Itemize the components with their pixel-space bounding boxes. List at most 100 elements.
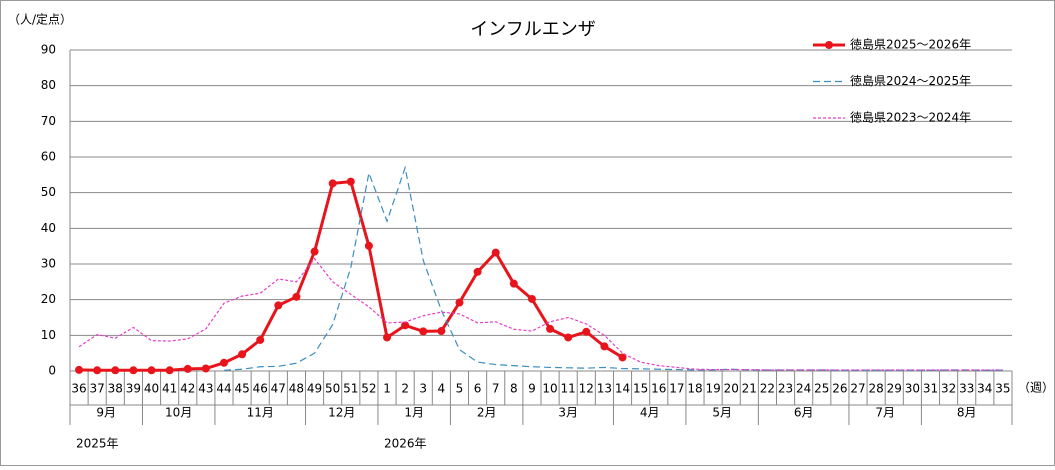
x-tick-label: 49 xyxy=(307,382,322,396)
x-tick-label: 19 xyxy=(705,382,720,396)
month-label: 7月 xyxy=(875,406,895,420)
point xyxy=(346,177,355,186)
x-tick-label: 29 xyxy=(887,382,902,396)
x-tick-label: 28 xyxy=(868,382,883,396)
point xyxy=(600,342,609,351)
month-label: 4月 xyxy=(640,406,660,420)
x-tick-label: 52 xyxy=(361,382,376,396)
x-tick-label: 13 xyxy=(597,382,612,396)
x-tick-label: 45 xyxy=(234,382,249,396)
x-tick-label: 5 xyxy=(456,382,464,396)
x-tick-label: 8 xyxy=(510,382,518,396)
x-tick-label: 42 xyxy=(180,382,195,396)
y-tick-label: 30 xyxy=(41,257,56,271)
point xyxy=(111,366,120,375)
x-tick-label: 22 xyxy=(760,382,775,396)
point xyxy=(564,333,573,342)
x-tick-label: 33 xyxy=(959,382,974,396)
point xyxy=(183,364,192,373)
point xyxy=(238,350,247,359)
month-label: 8月 xyxy=(957,406,977,420)
x-tick-label: 20 xyxy=(724,382,739,396)
point xyxy=(310,247,319,256)
x-tick-label: 51 xyxy=(343,382,358,396)
point xyxy=(219,358,228,367)
month-label: 2月 xyxy=(477,406,497,420)
x-tick-label: 46 xyxy=(253,382,268,396)
legend-label: 徳島県2023～2024年 xyxy=(850,110,971,125)
point xyxy=(401,321,410,330)
x-tick-label: 43 xyxy=(198,382,213,396)
x-tick-label: 18 xyxy=(687,382,702,396)
month-label: 10月 xyxy=(165,406,192,420)
y-tick-label: 0 xyxy=(48,364,56,378)
x-tick-label: 1 xyxy=(383,382,391,396)
month-label: 1月 xyxy=(404,406,424,420)
x-tick-label: 9 xyxy=(528,382,536,396)
legend-label: 徳島県2024～2025年 xyxy=(850,73,971,88)
x-tick-label: 24 xyxy=(796,382,811,396)
x-tick-label: 39 xyxy=(126,382,141,396)
y-tick-label: 20 xyxy=(41,292,56,306)
point xyxy=(75,365,84,374)
x-tick-label: 23 xyxy=(778,382,793,396)
x-tick-label: 30 xyxy=(905,382,920,396)
point xyxy=(437,327,446,336)
x-tick-label: 44 xyxy=(216,382,231,396)
x-tick-label: 7 xyxy=(492,382,500,396)
x-tick-label: 12 xyxy=(579,382,594,396)
y-tick-label: 50 xyxy=(41,185,56,199)
y-tick-label: 60 xyxy=(41,150,56,164)
series-line xyxy=(78,257,1003,371)
legend-marker xyxy=(825,41,833,49)
point xyxy=(328,179,337,188)
chart-title: インフルエンザ xyxy=(470,19,595,40)
x-tick-label: 50 xyxy=(325,382,340,396)
x-tick-label: 2 xyxy=(401,382,409,396)
point xyxy=(455,298,464,307)
point xyxy=(364,241,373,250)
point xyxy=(147,366,156,375)
point xyxy=(93,366,102,375)
x-tick-label: 11 xyxy=(561,382,576,396)
x-tick-label: 32 xyxy=(941,382,956,396)
x-tick-label: 25 xyxy=(814,382,829,396)
point xyxy=(527,294,536,303)
point xyxy=(491,248,500,257)
x-tick-label: 37 xyxy=(90,382,105,396)
point xyxy=(292,292,301,301)
y-tick-label: 10 xyxy=(41,328,56,342)
point xyxy=(546,324,555,333)
x-tick-label: 14 xyxy=(615,382,630,396)
month-label: 6月 xyxy=(794,406,814,420)
point xyxy=(618,353,627,362)
month-label: 9月 xyxy=(96,406,116,420)
year-label: 2025年 xyxy=(76,437,119,451)
y-tick-label: 80 xyxy=(41,78,56,92)
y-tick-label: 70 xyxy=(41,114,56,128)
x-tick-label: 47 xyxy=(271,382,286,396)
point xyxy=(473,267,482,276)
x-tick-label: 40 xyxy=(144,382,159,396)
y-unit: （人/定点） xyxy=(8,12,72,27)
y-tick-label: 90 xyxy=(41,43,56,57)
point xyxy=(165,366,174,375)
point xyxy=(509,279,518,288)
series-line xyxy=(223,165,1003,371)
point xyxy=(129,366,138,375)
year-label: 2026年 xyxy=(384,437,427,451)
point xyxy=(419,327,428,336)
x-tick-label: 26 xyxy=(832,382,847,396)
x-tick-label: 16 xyxy=(651,382,666,396)
month-label: 12月 xyxy=(328,406,355,420)
x-unit: （週） xyxy=(1018,381,1054,395)
x-tick-label: 27 xyxy=(850,382,865,396)
point xyxy=(274,301,283,310)
x-tick-label: 36 xyxy=(71,382,86,396)
x-tick-label: 38 xyxy=(108,382,123,396)
x-tick-label: 48 xyxy=(289,382,304,396)
point xyxy=(383,333,392,342)
month-label: 5月 xyxy=(712,406,732,420)
